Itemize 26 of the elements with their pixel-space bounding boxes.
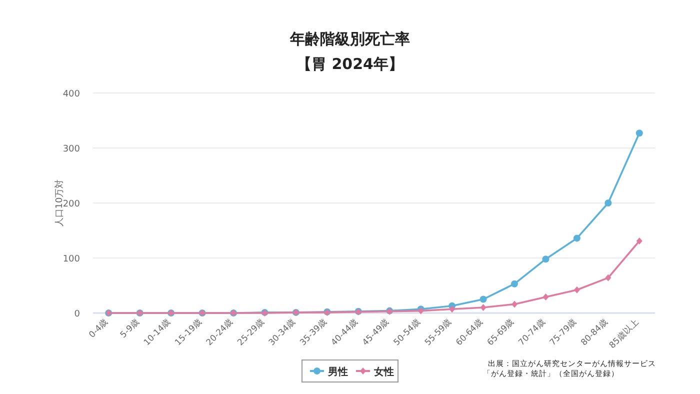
subtitle: 【胃 2024年】	[296, 55, 404, 73]
x-tick-label: 5-9歳	[118, 316, 142, 340]
x-tick-label: 0-4歳	[86, 316, 111, 340]
y-tick-label: 0	[74, 310, 80, 320]
point	[542, 294, 549, 301]
point	[604, 200, 612, 206]
point	[449, 306, 456, 313]
point	[542, 256, 550, 263]
point	[605, 274, 612, 282]
point	[636, 237, 642, 244]
legend-label: 女性	[373, 366, 394, 378]
point	[512, 300, 518, 308]
y-tick-label: 200	[62, 200, 80, 210]
title: 年齢階級別死亡率	[290, 30, 410, 48]
point	[511, 280, 518, 288]
point	[574, 286, 580, 294]
point	[480, 296, 487, 303]
y-tick-label: 100	[62, 254, 80, 264]
point	[636, 130, 643, 137]
point	[573, 234, 580, 242]
legend-label: 男性	[327, 366, 348, 378]
y-tick-label: 300	[62, 144, 80, 154]
y-tick-label: 400	[62, 90, 80, 100]
point	[480, 304, 486, 311]
x-tick-label: 85歳以上	[606, 316, 642, 351]
y-axis-title: 人口10万対	[54, 179, 65, 227]
